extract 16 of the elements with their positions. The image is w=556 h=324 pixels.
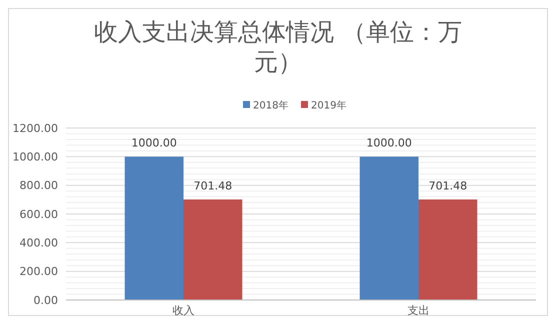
y-tick-label: 400.00 xyxy=(20,236,58,250)
x-tick-label: 收入 xyxy=(172,304,194,317)
legend-label: 2018年 xyxy=(253,100,288,112)
x-tick-label: 支出 xyxy=(408,304,430,317)
y-tick-label: 600.00 xyxy=(20,208,58,221)
data-label: 1000.00 xyxy=(131,136,177,150)
y-tick-label: 1200.00 xyxy=(12,122,58,135)
data-label: 701.48 xyxy=(428,179,468,192)
y-tick-label: 1000.00 xyxy=(12,150,58,164)
chart-title: 收入支出决算总体情况 （单位：万元） xyxy=(94,18,462,76)
y-tick-label: 200.00 xyxy=(20,265,58,278)
legend-label: 2019年 xyxy=(311,100,346,112)
y-tick-label: 0.00 xyxy=(34,294,58,307)
y-tick-label: 800.00 xyxy=(20,179,58,192)
data-label: 1000.00 xyxy=(366,136,412,150)
data-label: 701.48 xyxy=(194,179,232,192)
